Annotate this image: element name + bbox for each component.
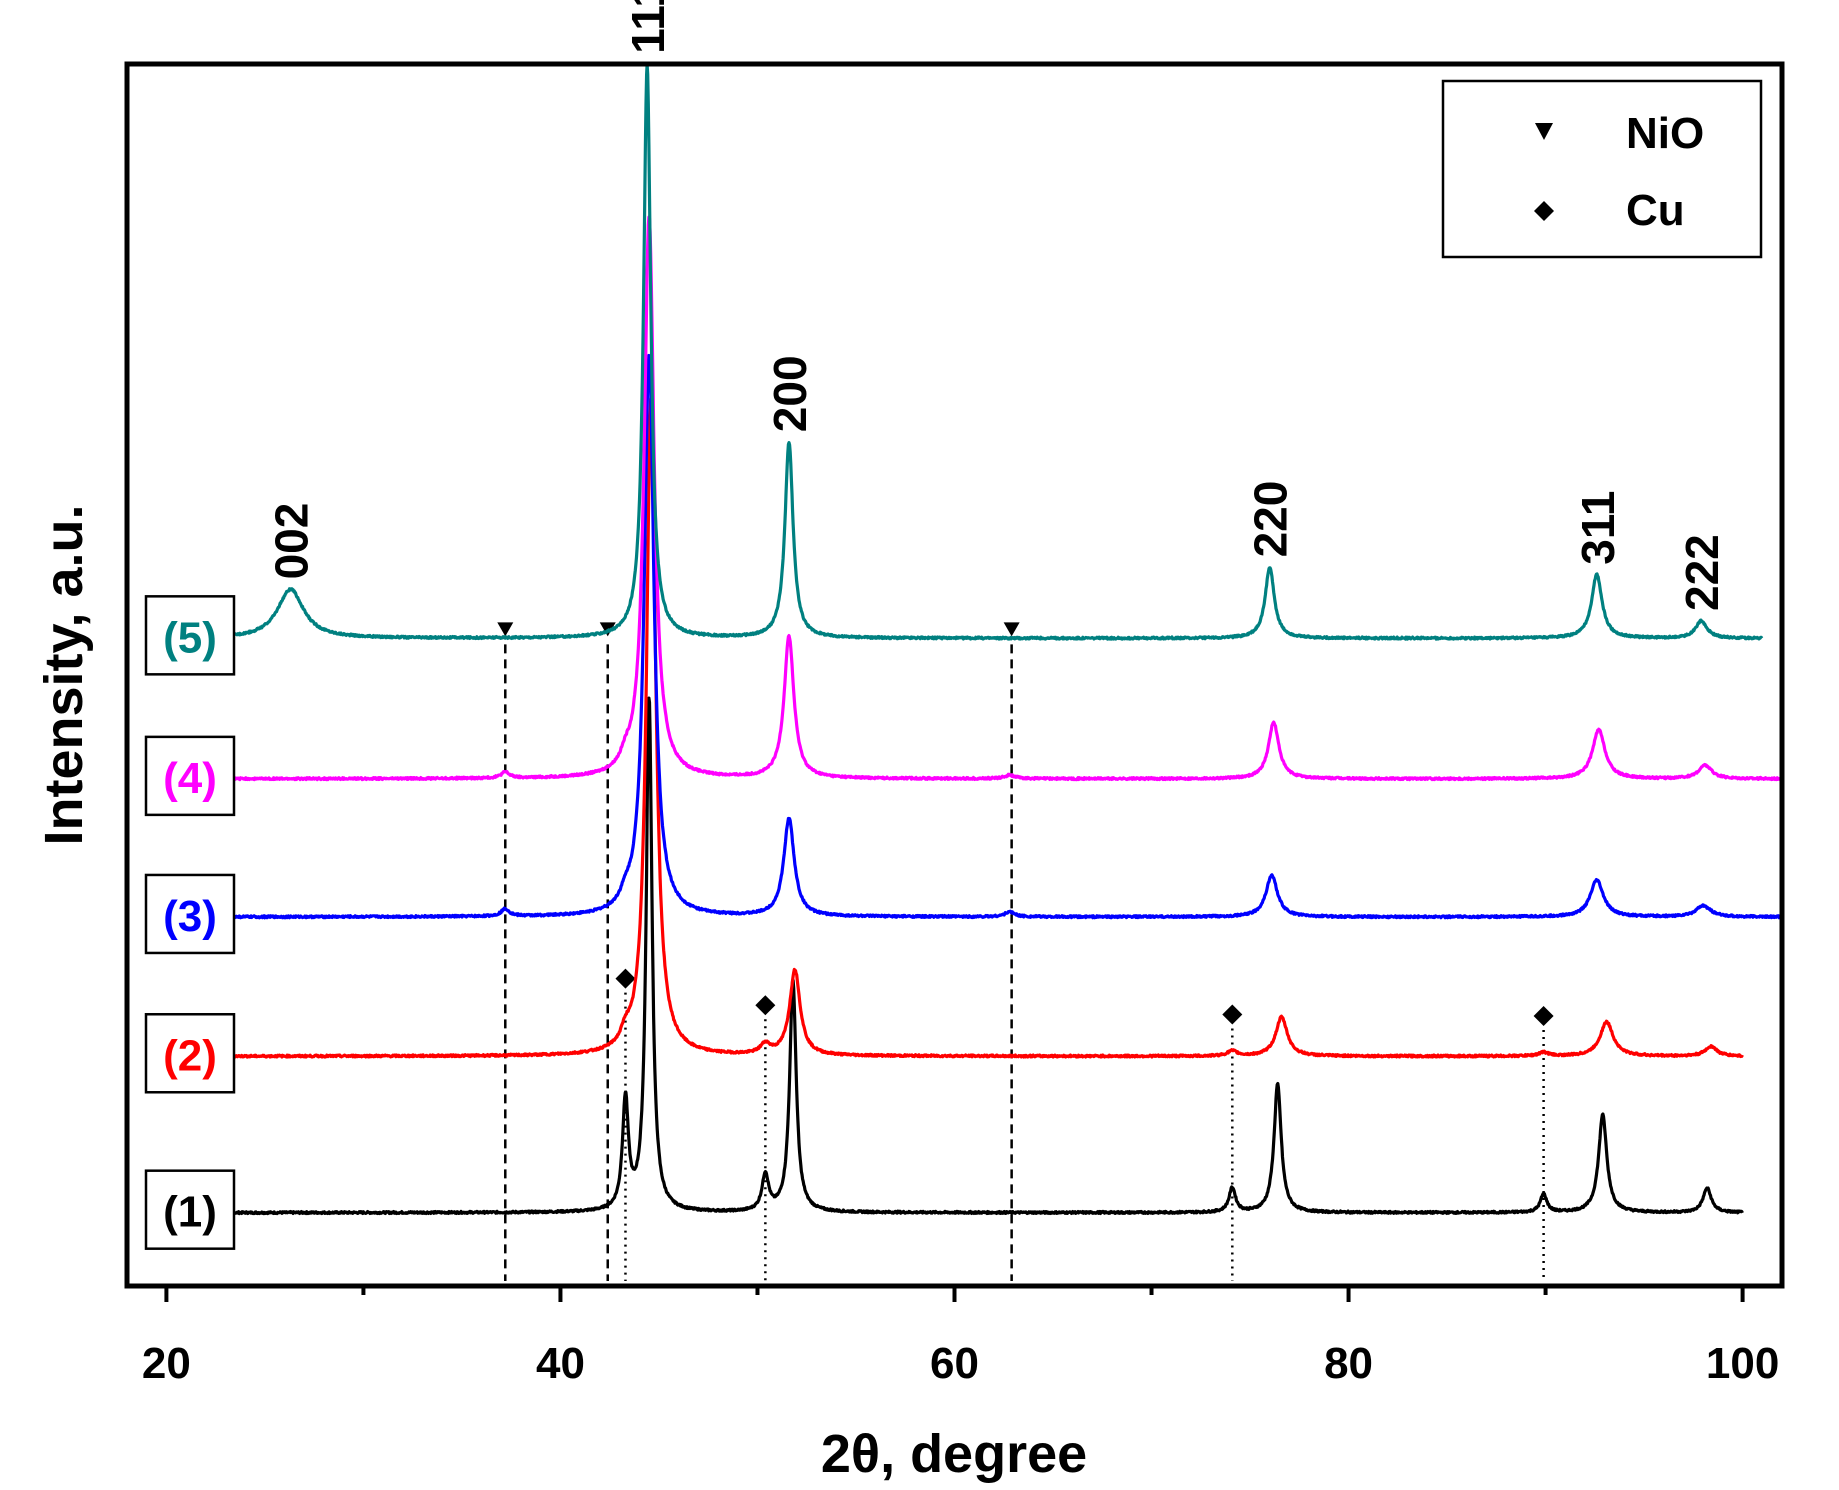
x-axis-ticks: 20 40 60 80 100 (142, 1286, 1779, 1388)
cu-marker-icon (755, 995, 776, 1016)
annotations: (1) (2) (3) (4) (5) 002 111 200 220 311 222 (144, 0, 1728, 1250)
diamond-icon (1534, 201, 1554, 221)
series-line-3 (185, 353, 1784, 920)
series-line-1 (185, 696, 1744, 1216)
cu-marker-icon (615, 968, 636, 989)
series-label: (3) (163, 892, 217, 941)
peak-label: 222 (1676, 534, 1728, 611)
cu-marker-icon (1533, 1005, 1554, 1026)
x-tick-label: 20 (142, 1339, 191, 1388)
series-label-box (144, 1013, 236, 1094)
x-tick-label: 100 (1706, 1339, 1779, 1388)
legend-box (1441, 79, 1763, 259)
series-line-4 (185, 215, 1784, 782)
series-label: (5) (163, 613, 217, 662)
series-label-box (144, 873, 236, 955)
series-label: (2) (163, 1031, 217, 1080)
series-line-5 (184, 62, 1764, 641)
x-tick-label: 80 (1324, 1339, 1373, 1388)
nio-marker-icon (1003, 622, 1020, 637)
series-line-2 (185, 395, 1744, 1059)
plot-area (184, 62, 1784, 1281)
peak-label: 311 (1572, 490, 1624, 564)
x-tick-label: 60 (930, 1339, 979, 1388)
cu-marker-icon (1222, 1004, 1243, 1025)
legend-label-nio: NiO (1626, 109, 1704, 158)
x-axis-title: 2θ, degree (821, 1424, 1087, 1484)
nio-marker-icon (497, 622, 514, 637)
series-label-box (144, 595, 236, 676)
peak-label: 220 (1245, 481, 1297, 558)
x-tick-label: 40 (536, 1339, 585, 1388)
series-label-box (144, 1169, 236, 1250)
peak-label: 002 (266, 503, 318, 580)
peak-label: 111 (622, 0, 674, 54)
series-label: (1) (163, 1188, 217, 1237)
peak-label: 200 (764, 355, 816, 432)
legend: NiO Cu (1441, 79, 1763, 259)
y-axis-title: Intensity, a.u. (34, 504, 94, 845)
series-label: (4) (163, 754, 217, 803)
triangle-down-icon (1535, 123, 1553, 140)
legend-label-cu: Cu (1626, 186, 1685, 235)
series-label-box (144, 735, 236, 817)
